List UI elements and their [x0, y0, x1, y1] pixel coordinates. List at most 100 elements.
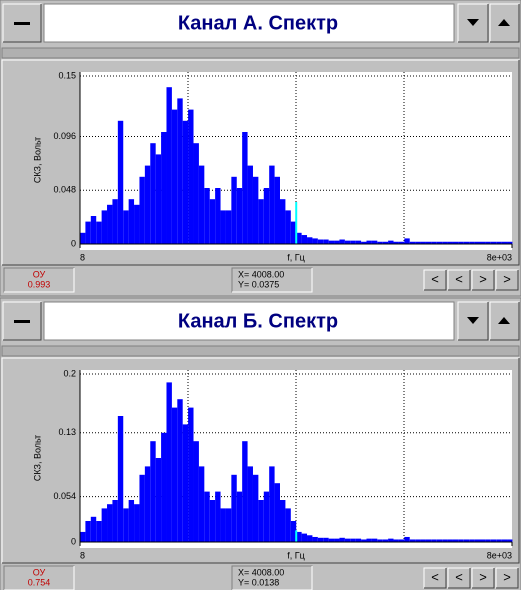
- bar: [204, 491, 210, 542]
- bar: [371, 538, 378, 542]
- bar: [415, 539, 421, 542]
- bar: [398, 241, 405, 244]
- bar: [166, 87, 172, 244]
- nav-button-label[interactable]: <: [431, 271, 439, 286]
- bar: [204, 188, 210, 244]
- bar: [458, 539, 464, 542]
- bar: [382, 539, 389, 542]
- nav-button-shadow: [424, 270, 447, 291]
- y-tick-label: 0.096: [53, 131, 76, 141]
- y-tick-label: 0.13: [58, 427, 76, 437]
- bar: [409, 241, 416, 244]
- bar: [252, 176, 259, 244]
- bar: [328, 240, 335, 244]
- nav-button-label[interactable]: >: [479, 569, 487, 584]
- bar: [474, 539, 480, 542]
- bar: [96, 521, 102, 542]
- nav-button-shadow: [448, 270, 471, 291]
- bar: [177, 399, 183, 542]
- bar: [415, 241, 421, 244]
- up-button-shadow: [490, 302, 520, 341]
- cursor-x: X= 4008.00: [238, 269, 284, 279]
- ou-box: [3, 565, 75, 590]
- bar: [301, 235, 308, 244]
- bar: [220, 210, 226, 244]
- minimize-button-shadow: [3, 302, 42, 341]
- bar: [323, 537, 329, 542]
- bar: [442, 539, 448, 542]
- bar: [144, 165, 151, 244]
- cursor-box-shadow: [232, 566, 313, 590]
- down-arrow: [467, 317, 479, 324]
- bar: [296, 531, 302, 542]
- bar: [328, 538, 335, 542]
- bar: [463, 241, 470, 244]
- bar: [296, 232, 302, 244]
- nav-button-label[interactable]: <: [455, 569, 463, 584]
- bar: [242, 441, 248, 542]
- bar: [215, 491, 221, 542]
- bar: [344, 538, 351, 542]
- bar: [166, 382, 172, 542]
- bar: [182, 424, 189, 542]
- bar: [355, 240, 362, 244]
- bar: [442, 241, 448, 244]
- bar: [101, 210, 108, 244]
- bar: [85, 221, 91, 244]
- nav-button-label[interactable]: >: [503, 271, 511, 286]
- y-tick-label: 0.2: [63, 368, 76, 378]
- y-tick-label: 0.054: [53, 491, 76, 501]
- bar: [388, 240, 394, 244]
- dropdown-button-shadow: [458, 4, 489, 43]
- bar: [377, 241, 383, 244]
- bar: [469, 539, 475, 542]
- bar: [193, 441, 199, 542]
- nav-button-label[interactable]: >: [479, 271, 487, 286]
- bar: [139, 474, 145, 542]
- window-title: Канал Б. Спектр: [178, 310, 338, 332]
- bar: [290, 521, 297, 542]
- bar: [355, 538, 362, 542]
- bar: [80, 531, 86, 542]
- bar: [247, 466, 253, 542]
- bar: [285, 210, 291, 244]
- bar: [485, 539, 491, 542]
- cursor-y: Y= 0.0138: [238, 577, 279, 587]
- nav-button-label[interactable]: <: [455, 271, 463, 286]
- bar: [425, 241, 432, 244]
- bar: [366, 240, 372, 244]
- x-tick-label: 8: [80, 550, 85, 560]
- nav-button-shadow: [496, 568, 519, 589]
- bar: [480, 241, 486, 244]
- bar: [469, 241, 475, 244]
- bar: [139, 176, 145, 244]
- bar: [280, 500, 286, 542]
- nav-button-label[interactable]: <: [431, 569, 439, 584]
- bar: [161, 432, 167, 542]
- bar: [463, 539, 470, 542]
- nav-button-label[interactable]: >: [503, 569, 511, 584]
- bar: [198, 165, 205, 244]
- cursor-box-shadow: [232, 268, 313, 293]
- bar: [452, 539, 459, 542]
- bar: [96, 221, 102, 244]
- bar: [155, 458, 162, 542]
- bar: [425, 539, 432, 542]
- bar: [307, 535, 313, 542]
- bar: [242, 132, 248, 244]
- x-axis-label: f, Гц: [287, 252, 305, 262]
- bar: [447, 241, 453, 244]
- bar: [339, 239, 345, 244]
- bar: [350, 538, 356, 542]
- x-tick-label: 8e+03: [487, 252, 512, 262]
- ou-box-shadow: [4, 268, 75, 293]
- ou-label: ОУ: [33, 269, 46, 279]
- bar: [452, 241, 459, 244]
- bar: [393, 241, 399, 244]
- bar: [231, 176, 237, 244]
- bar: [188, 109, 194, 244]
- bar: [317, 537, 324, 542]
- bar: [150, 143, 156, 244]
- bar: [225, 508, 232, 542]
